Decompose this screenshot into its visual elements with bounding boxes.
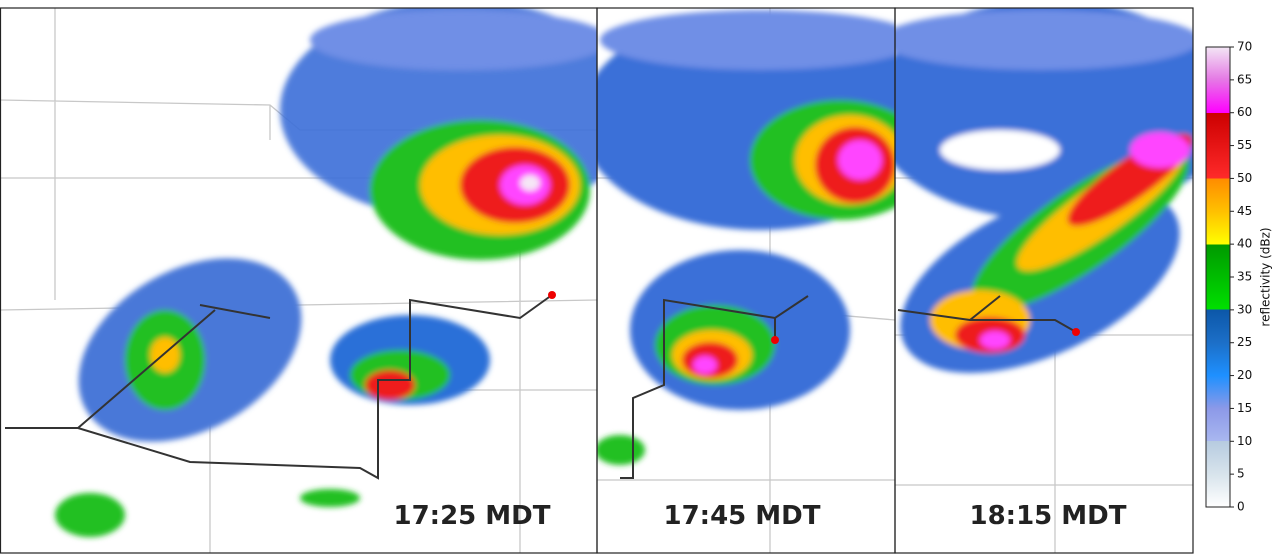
time-label: 18:15 MDT xyxy=(969,501,1126,531)
radar-panel xyxy=(0,8,597,553)
colorbar-tick-label: 15 xyxy=(1237,401,1252,415)
panel-borders xyxy=(0,7,1194,554)
colorbar-tick-label: 70 xyxy=(1237,40,1252,54)
time-label: 17:25 MDT xyxy=(393,501,550,531)
colorbar-tick-label: 60 xyxy=(1237,105,1252,119)
radar-panel xyxy=(597,8,895,553)
colorbar-tick-label: 50 xyxy=(1237,171,1252,185)
colorbar-tick-label: 40 xyxy=(1237,237,1252,251)
colorbar-tick-label: 0 xyxy=(1237,500,1245,514)
colorbar-tick-label: 35 xyxy=(1237,270,1252,284)
colorbar-tick-label: 20 xyxy=(1237,368,1252,382)
colorbar-tick-label: 55 xyxy=(1237,138,1252,152)
colorbar xyxy=(1205,46,1231,508)
colorbar-tick-label: 10 xyxy=(1237,434,1252,448)
colorbar-label: reflectivity (dBz) xyxy=(1259,227,1273,326)
colorbar-tick-label: 30 xyxy=(1237,302,1252,316)
radar-panel xyxy=(895,8,1193,553)
colorbar-ticks: 0 5 10 15 20 25 30 35 40 45 50 55 60 65 70 xyxy=(1230,40,1252,514)
colorbar-tick-label: 45 xyxy=(1237,204,1252,218)
time-label: 17:45 MDT xyxy=(663,501,820,531)
colorbar-tick-label: 25 xyxy=(1237,335,1252,349)
colorbar-tick-label: 5 xyxy=(1237,467,1245,481)
colorbar-tick-label: 65 xyxy=(1237,72,1252,86)
